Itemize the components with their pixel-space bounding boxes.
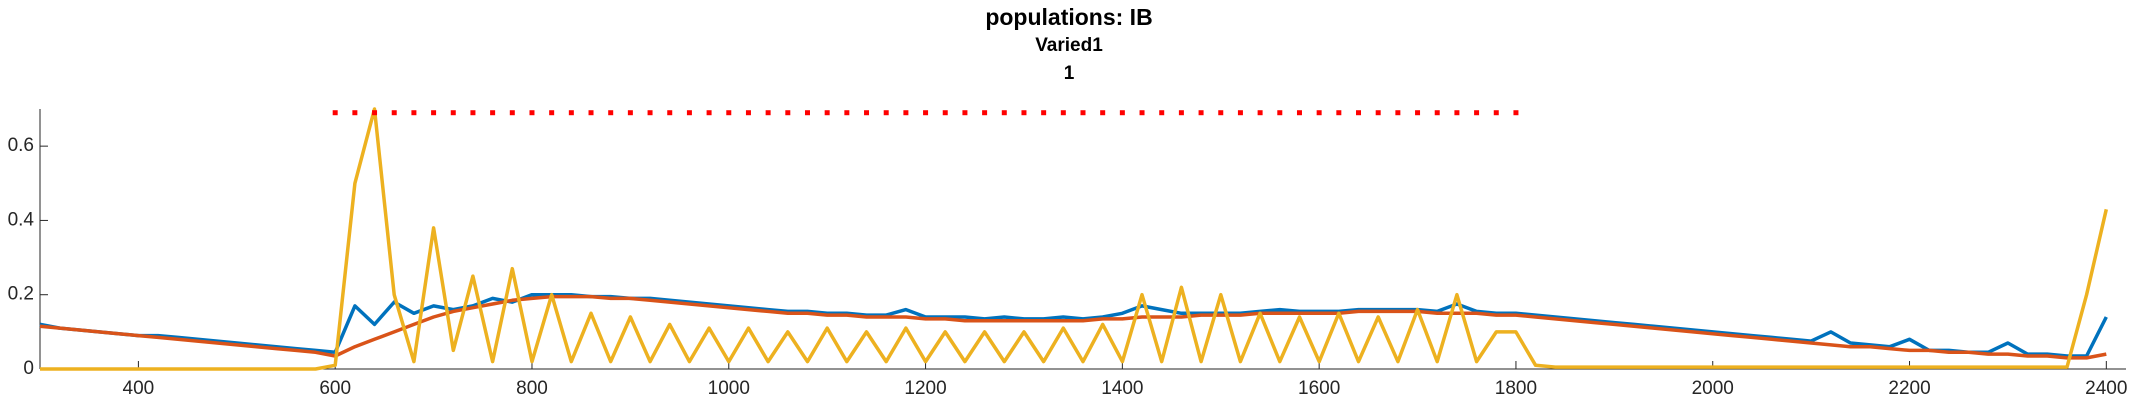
series-line bbox=[39, 292, 2108, 358]
marker bbox=[667, 110, 673, 116]
x-tick-label: 1600 bbox=[1298, 378, 1340, 399]
marker bbox=[490, 110, 496, 116]
x-tick-label: 1400 bbox=[1101, 378, 1143, 399]
marker bbox=[1100, 110, 1106, 116]
marker bbox=[706, 110, 712, 116]
marker bbox=[1080, 110, 1086, 116]
marker bbox=[372, 110, 378, 116]
marker bbox=[470, 110, 476, 116]
marker bbox=[332, 110, 338, 116]
x-tick-label: 800 bbox=[516, 378, 548, 399]
marker bbox=[450, 110, 456, 116]
chart-subtitle: Varied1 bbox=[1035, 35, 1103, 56]
marker bbox=[1060, 110, 1066, 116]
marker bbox=[1493, 110, 1499, 116]
y-tick-label: 0.2 bbox=[8, 284, 34, 305]
chart-title: populations: IB bbox=[985, 4, 1152, 30]
y-tick-label: 0 bbox=[23, 358, 34, 379]
marker bbox=[1356, 110, 1362, 116]
series-line bbox=[40, 107, 2109, 371]
x-tick-label: 400 bbox=[123, 378, 155, 399]
marker bbox=[1178, 110, 1184, 116]
marker bbox=[1041, 110, 1047, 116]
y-tick-label: 0.4 bbox=[8, 209, 35, 230]
x-tick-label: 600 bbox=[319, 378, 351, 399]
marker bbox=[411, 110, 417, 116]
series-line bbox=[39, 294, 2107, 360]
marker bbox=[1159, 110, 1165, 116]
marker bbox=[962, 110, 968, 116]
marker bbox=[903, 110, 909, 116]
marker bbox=[1513, 110, 1519, 116]
marker bbox=[1474, 110, 1480, 116]
marker bbox=[1395, 110, 1401, 116]
marker bbox=[864, 110, 870, 116]
marker bbox=[509, 110, 515, 116]
marker bbox=[1375, 110, 1381, 116]
marker bbox=[883, 110, 889, 116]
marker bbox=[1316, 110, 1322, 116]
marker bbox=[1237, 110, 1243, 116]
marker bbox=[1454, 110, 1460, 116]
marker bbox=[804, 110, 810, 116]
marker bbox=[1021, 110, 1027, 116]
x-tick-label: 2400 bbox=[2085, 378, 2127, 399]
marker bbox=[1139, 110, 1145, 116]
marker bbox=[923, 110, 929, 116]
marker bbox=[568, 110, 574, 116]
marker bbox=[785, 110, 791, 116]
x-tick-label: 2000 bbox=[1692, 378, 1734, 399]
marker bbox=[686, 110, 692, 116]
x-tick-label: 1200 bbox=[904, 378, 946, 399]
marker bbox=[627, 110, 633, 116]
marker bbox=[352, 110, 358, 116]
marker bbox=[431, 110, 437, 116]
marker bbox=[529, 110, 535, 116]
marker bbox=[1277, 110, 1283, 116]
x-tick-label: 1800 bbox=[1495, 378, 1537, 399]
marker bbox=[1296, 110, 1302, 116]
marker bbox=[1434, 110, 1440, 116]
marker bbox=[1119, 110, 1125, 116]
marker bbox=[647, 110, 653, 116]
marker bbox=[588, 110, 594, 116]
marker bbox=[745, 110, 751, 116]
x-tick-label: 2200 bbox=[1888, 378, 1930, 399]
marker bbox=[982, 110, 988, 116]
marker bbox=[1257, 110, 1263, 116]
marker bbox=[824, 110, 830, 116]
marker bbox=[1336, 110, 1342, 116]
marker bbox=[1001, 110, 1007, 116]
y-tick-label: 0.6 bbox=[8, 135, 34, 156]
x-tick-label: 1000 bbox=[708, 378, 750, 399]
marker bbox=[391, 110, 397, 116]
marker bbox=[765, 110, 771, 116]
marker bbox=[1218, 110, 1224, 116]
marker bbox=[1198, 110, 1204, 116]
marker bbox=[726, 110, 732, 116]
marker bbox=[1415, 110, 1421, 116]
marker bbox=[549, 110, 555, 116]
marker bbox=[608, 110, 614, 116]
marker bbox=[942, 110, 948, 116]
marker bbox=[844, 110, 850, 116]
chart-subtitle: 1 bbox=[1064, 63, 1075, 84]
